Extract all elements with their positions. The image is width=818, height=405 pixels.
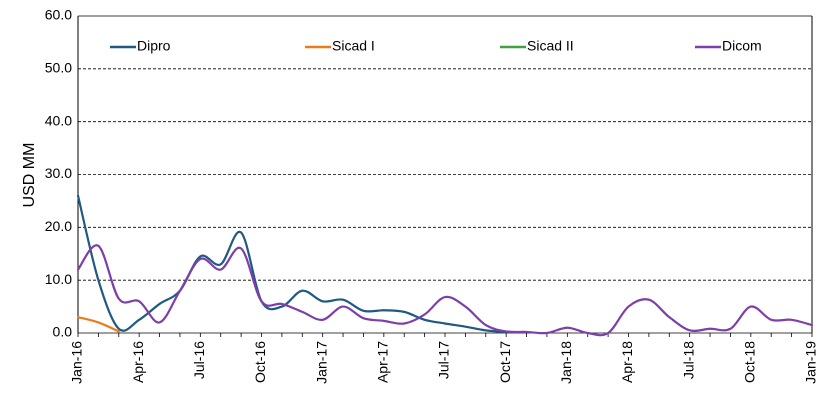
legend-label: Dicom	[722, 38, 762, 54]
y-tick-label: 50.0	[45, 60, 72, 76]
series-line	[76, 194, 508, 334]
x-tick-label: Apr-16	[130, 341, 146, 383]
y-axis-label: USD MM	[21, 143, 38, 208]
legend-label: Sicad I	[332, 38, 375, 54]
x-tick-label: Oct-17	[497, 341, 513, 383]
x-tick-label: Oct-16	[252, 341, 268, 383]
series-line	[76, 244, 814, 337]
y-tick-label: 60.0	[45, 7, 72, 23]
legend-label: Sicad II	[527, 38, 574, 54]
x-tick-label: Oct-18	[742, 341, 758, 383]
x-tick-label: Jan-18	[558, 341, 574, 384]
x-tick-label: Jan-17	[313, 341, 329, 384]
x-tick-label: Apr-18	[619, 341, 635, 383]
y-tick-label: 40.0	[45, 112, 72, 128]
x-tick-label: Jan-19	[803, 341, 818, 384]
x-tick-label: Jan-16	[69, 341, 85, 384]
y-tick-label: 10.0	[45, 271, 72, 287]
x-tick-label: Jul-18	[680, 341, 696, 379]
x-tick-label: Jul-16	[191, 341, 207, 379]
y-tick-label: 20.0	[45, 218, 72, 234]
y-tick-label: 30.0	[45, 165, 72, 181]
y-tick-label: 0.0	[53, 324, 73, 340]
x-tick-label: Jul-17	[436, 341, 452, 379]
x-tick-label: Apr-17	[375, 341, 391, 383]
legend-label: Dipro	[137, 38, 171, 54]
series-line	[76, 316, 120, 333]
